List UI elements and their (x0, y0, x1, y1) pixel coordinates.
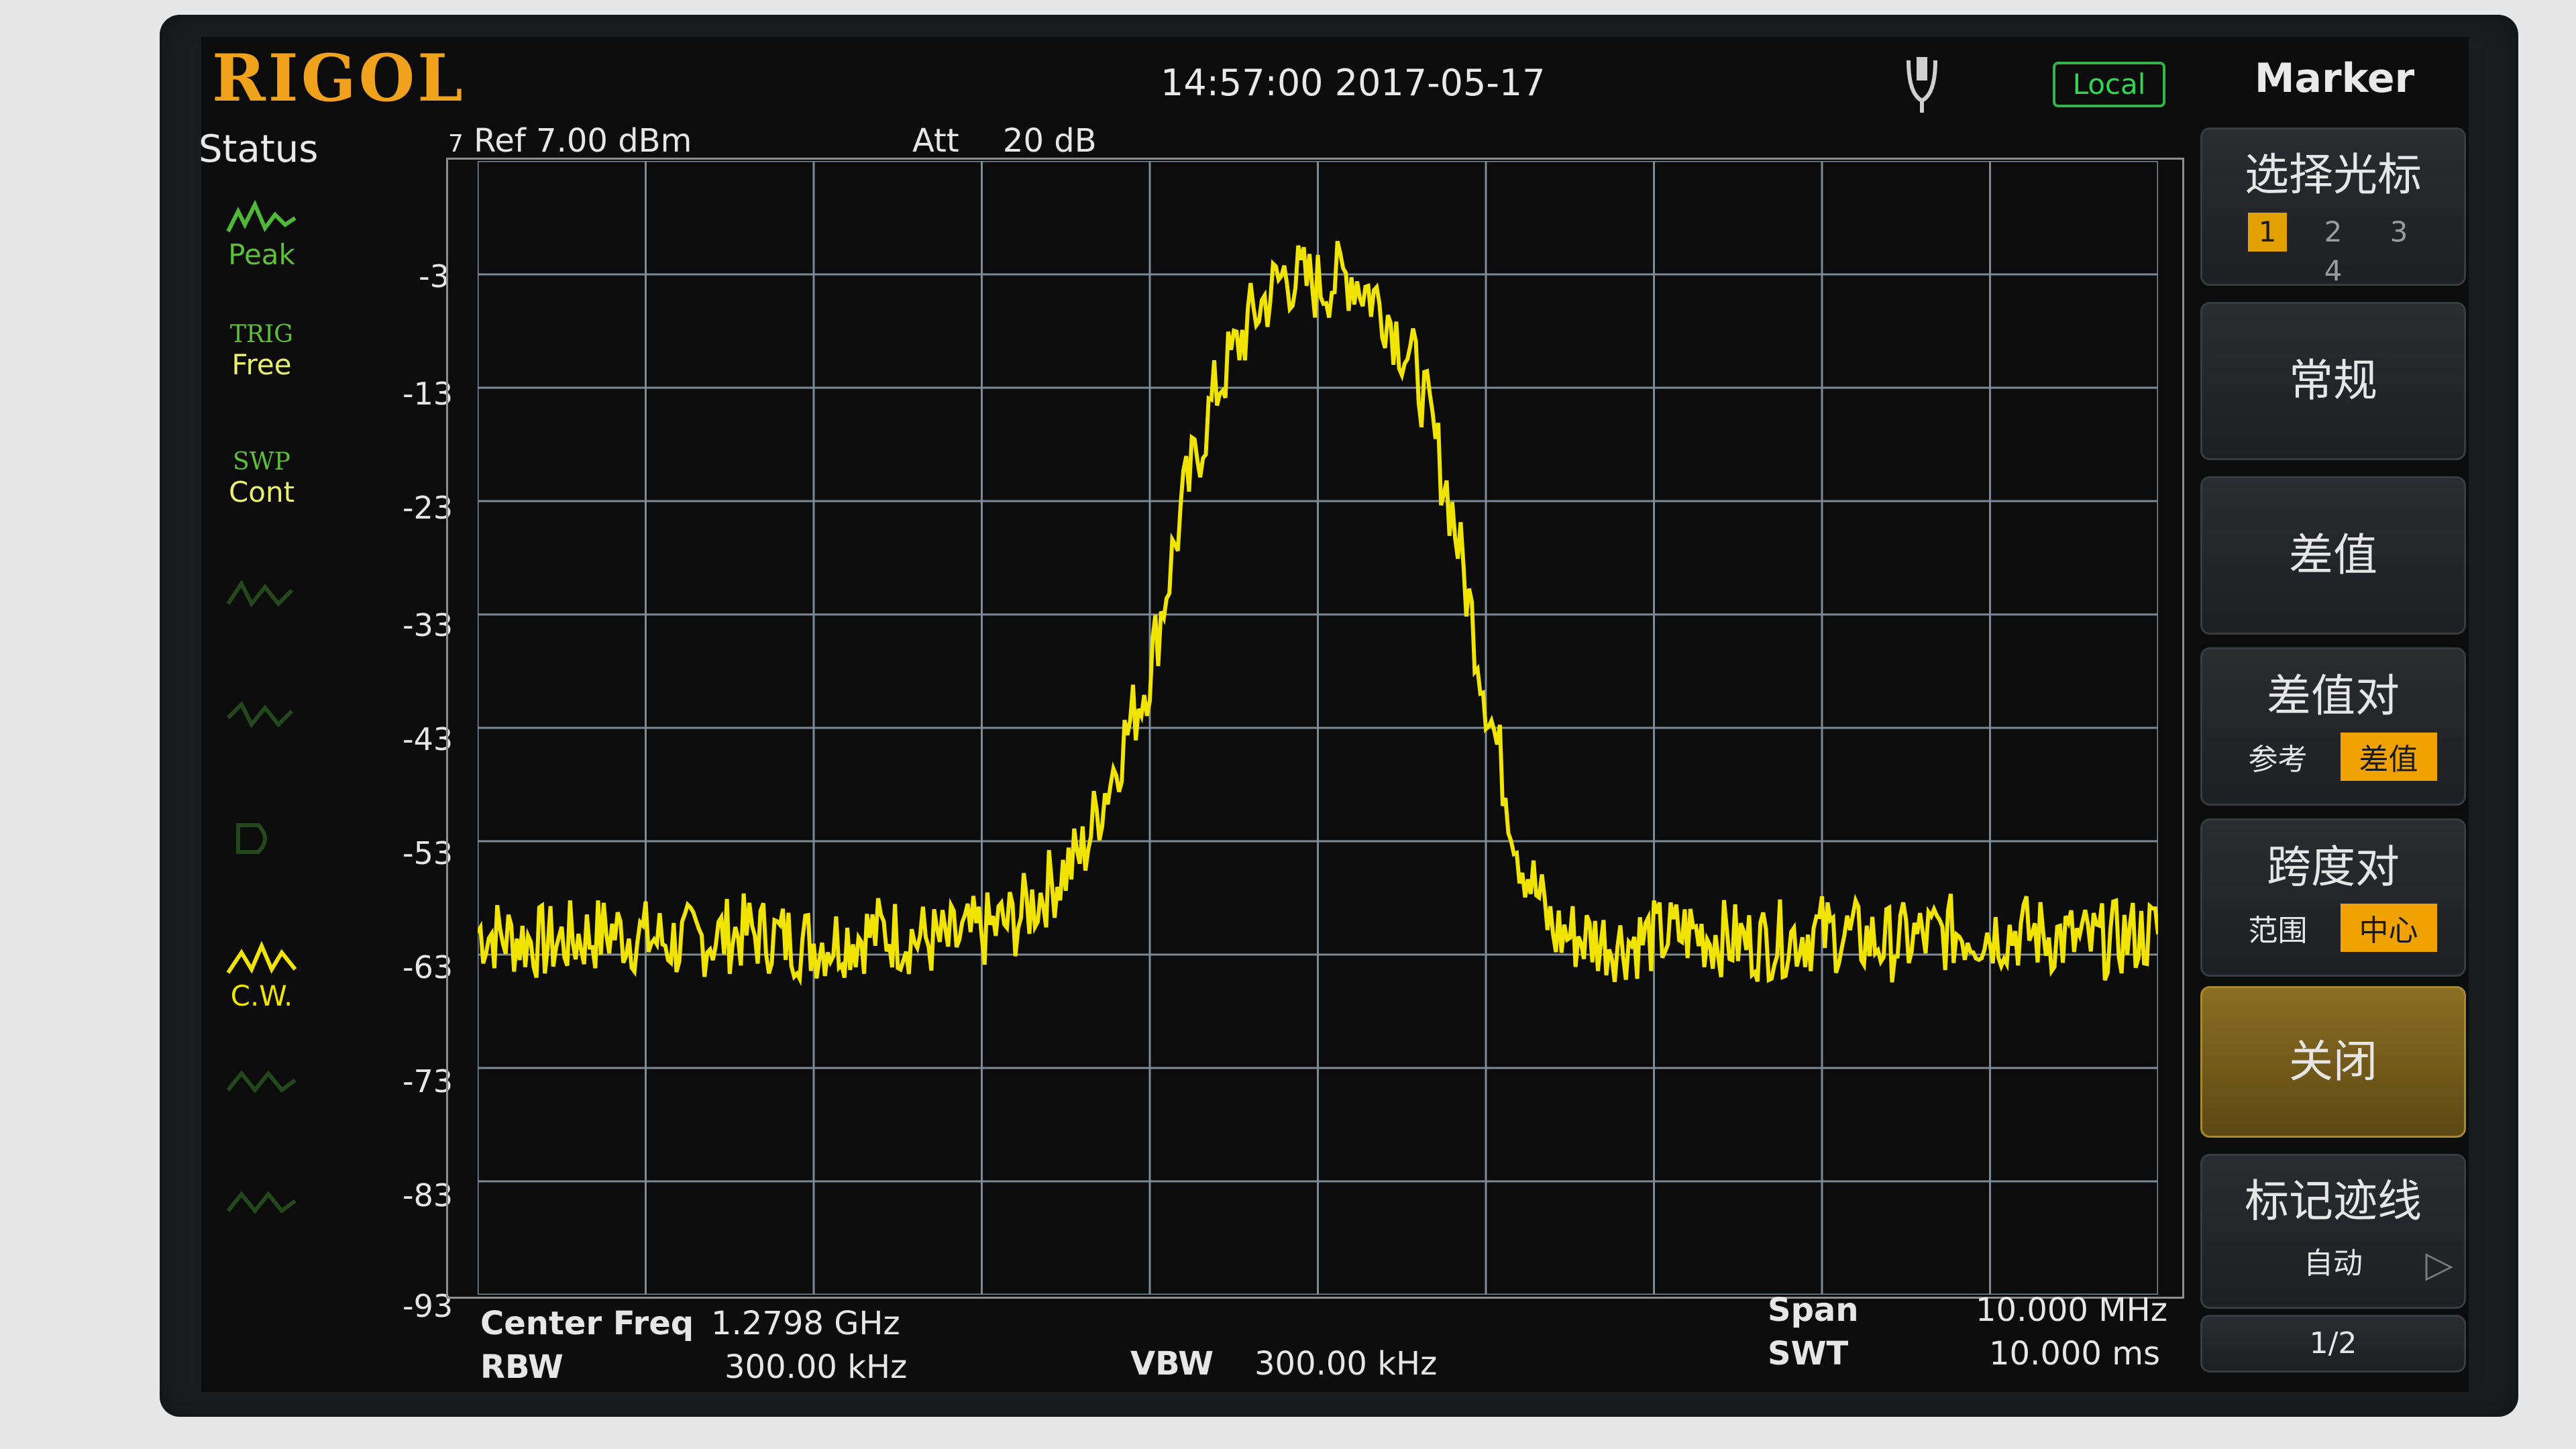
rbw-label: RBW (480, 1348, 564, 1386)
y-tick-label: -63 (402, 949, 453, 985)
span-pair-center-option[interactable]: 中心 (2340, 904, 2437, 952)
y-tick-label: -43 (402, 721, 453, 757)
status-peak-label: Peak (228, 238, 295, 271)
vbw-value[interactable]: 300.00 kHz (1254, 1345, 1438, 1383)
page-indicator[interactable]: 1/2 (2200, 1315, 2466, 1373)
spectrum-plot[interactable] (478, 161, 2158, 1295)
page-label: 1/2 (2309, 1326, 2357, 1360)
y-tick-label: -3 (419, 258, 449, 294)
status-dim-2 (208, 691, 315, 745)
status-cw[interactable]: C.W. (208, 939, 315, 1012)
status-sweep-value: Cont (228, 476, 295, 508)
ref-level[interactable]: 7 Ref 7.00 dBm (448, 122, 692, 160)
swt-value[interactable]: 10.000 ms (1989, 1335, 2160, 1373)
span-pair-range-option[interactable]: 范围 (2248, 914, 2308, 948)
status-dim-5 (208, 1181, 315, 1234)
math-icon (226, 1191, 297, 1214)
span-pair-key[interactable]: 跨度对 范围 中心 (2200, 818, 2466, 977)
normal-label: 常规 (2289, 355, 2377, 407)
chevron-right-icon: ▷ (2425, 1243, 2453, 1285)
status-trig-value: Free (231, 348, 292, 381)
status-sweep-top: SWP (233, 448, 290, 476)
status-dim-4 (208, 1060, 315, 1114)
marker-tab-1[interactable]: 1 (2248, 213, 2287, 252)
status-cw-label: C.W. (230, 979, 293, 1012)
att-value: 20 dB (1002, 122, 1097, 160)
top-scale-label: 7 (448, 130, 464, 158)
select-marker-key[interactable]: 选择光标 1 2 3 4 (2200, 127, 2466, 287)
y-tick-label: -93 (402, 1288, 453, 1324)
status-sweep[interactable]: SWP Cont (208, 448, 315, 508)
normal-key[interactable]: 常规 (2200, 302, 2466, 460)
delta-pair-key[interactable]: 差值对 参考 差值 (2200, 647, 2466, 806)
marker-tab-4[interactable]: 4 (2324, 254, 2343, 287)
status-trig[interactable]: TRIG Free (208, 321, 315, 381)
status-dim-1 (208, 570, 315, 624)
status-trig-top: TRIG (229, 321, 294, 348)
blank-icon (226, 1070, 297, 1093)
marker-number-tabs: 1 2 3 4 (2202, 213, 2464, 290)
vbw-label: VBW (1130, 1345, 1214, 1383)
select-marker-label: 选择光标 (2245, 149, 2422, 201)
cw-icon (226, 941, 297, 974)
peak-icon (226, 199, 297, 233)
local-badge: Local (2053, 62, 2165, 107)
menu-title: Marker (2254, 55, 2415, 102)
ref-value: 7.00 dBm (536, 122, 692, 160)
rbw-value[interactable]: 300.00 kHz (724, 1348, 908, 1386)
delta-pair-label: 差值对 (2267, 670, 2400, 722)
mark-trace-label: 标记迹线 (2245, 1175, 2422, 1227)
brand-logo: RIGOL (212, 40, 466, 116)
mark-trace-key[interactable]: 标记迹线 自动 ▷ (2200, 1154, 2466, 1309)
plot-frame (446, 158, 2184, 1299)
delta-label: 差值 (2289, 529, 2377, 581)
datetime-readout: 14:57:00 2017-05-17 (1161, 62, 1546, 104)
trace-icon (236, 823, 267, 854)
mark-trace-value: 自动 (2304, 1246, 2363, 1281)
status-dim-3 (208, 812, 315, 865)
delta-pair-ref-option[interactable]: 参考 (2248, 743, 2308, 777)
span-label: Span (1768, 1291, 1859, 1329)
delta-pair-delta-option[interactable]: 差值 (2340, 733, 2437, 781)
status-title: Status (199, 127, 319, 171)
y-tick-label: -13 (402, 376, 453, 412)
y-tick-label: -53 (402, 835, 453, 871)
wave-icon (226, 580, 294, 608)
delta-key[interactable]: 差值 (2200, 476, 2466, 635)
ref-label: Ref (474, 122, 526, 160)
usb-icon (1907, 57, 1937, 113)
marker-tab-3[interactable]: 3 (2390, 215, 2408, 248)
attenuation[interactable]: Att 20 dB (912, 122, 1097, 160)
wave-icon (226, 700, 294, 729)
att-label: Att (912, 122, 959, 160)
status-peak[interactable]: Peak (208, 198, 315, 271)
center-freq-label: Center Freq (480, 1305, 694, 1342)
y-tick-label: -23 (402, 490, 453, 526)
off-key[interactable]: 关闭 (2200, 986, 2466, 1138)
swt-label: SWT (1768, 1335, 1849, 1373)
span-value[interactable]: 10.000 MHz (1976, 1291, 2167, 1329)
y-tick-label: -83 (402, 1177, 453, 1214)
spectrum-trace (478, 240, 2158, 987)
center-freq-value[interactable]: 1.2798 GHz (711, 1305, 900, 1342)
marker-tab-2[interactable]: 2 (2324, 215, 2343, 248)
span-pair-label: 跨度对 (2267, 841, 2400, 893)
y-tick-label: -73 (402, 1063, 453, 1099)
y-tick-label: -33 (402, 607, 453, 643)
off-label: 关闭 (2289, 1036, 2377, 1087)
